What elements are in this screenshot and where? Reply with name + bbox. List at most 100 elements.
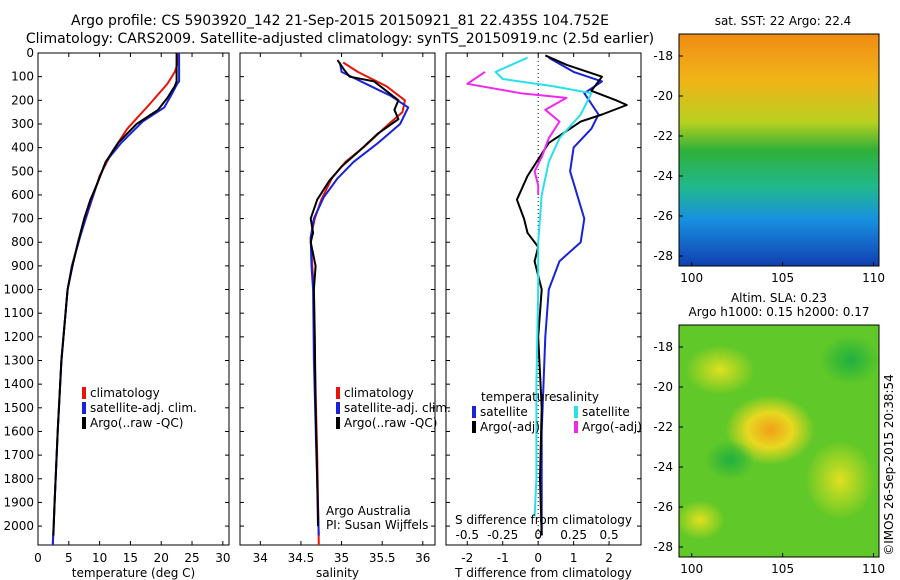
difference-xtick-label: 1 [570,551,578,565]
temperature-series-2 [52,53,178,536]
salinity-series-2 [309,59,400,527]
difference-xtick-label: -2 [461,551,473,565]
sla-warm-anomaly-2 [685,345,755,395]
salinity-xtick-label: 35.5 [369,551,396,565]
diff-legend-label-salinity: satellite [582,405,630,419]
salinity-legend-swatch [336,387,340,399]
sst-map-xtick-label: 105 [771,271,794,285]
sst-map-image [679,34,879,266]
sla-map-ytick-label: -24 [653,460,673,474]
temperature-ytick-label: 1800 [3,472,34,486]
difference-series-3 [466,71,568,195]
sst-map-frame [678,33,880,267]
sla-map-ytick-label: -22 [653,420,673,434]
salinity-xtick-label: 36 [415,551,430,565]
diff-legend-label-temperature: Argo(-adj) [480,420,540,434]
temperature-series-1 [51,53,181,546]
diff-top-label: S difference from climatology [455,513,632,527]
salinity-series-0 [309,61,406,546]
title-line-1: Argo profile: CS 5903920_142 21-Sep-2015… [71,13,609,29]
sla-warm-anomaly-4 [675,500,725,540]
diff-legend-swatch-temperature [472,406,476,418]
sla-map-ytick-label: -28 [653,540,673,554]
temperature-ytick-label: 800 [11,235,34,249]
temperature-legend-swatch [82,387,86,399]
sla-map-ytick-label: -20 [653,380,673,394]
sst-map-panel: sat. SST: 22 Argo: 22.4 [653,14,885,285]
sla-low-anomaly-2 [705,440,755,480]
sla-low-anomaly [820,335,880,385]
sla-map-frame [678,324,880,558]
temperature-ytick-label: 1600 [3,424,34,438]
salinity-axes-frame [239,52,436,546]
sst-map-ytick-label: -28 [653,249,673,263]
difference-series-2 [494,56,593,517]
salinity-legend-swatch [336,417,340,429]
temperature-xtick-label: 20 [154,551,169,565]
temperature-xtick-label: 10 [92,551,107,565]
temperature-series-0 [51,53,179,546]
diff-top-tick-label: 0.5 [600,528,619,542]
temperature-legend-swatch [82,402,86,414]
sla-map-title-2: Argo h1000: 0.15 h2000: 0.17 [689,305,870,319]
difference-axes-frame [445,52,642,546]
diff-top-tick-label: -0.5 [456,528,479,542]
diff-top-tick-label: -0.25 [487,528,518,542]
temperature-legend-label: satellite-adj. clim. [90,401,197,415]
salinity-profile-panel: 34 34.5 35 35.5 36 salinity climatologysatelli… [239,52,451,580]
difference-series-0 [540,56,603,536]
sla-map-panel: Altim. SLA: 0.23 Argo h1000: 0.15 h2000:… [653,291,885,576]
temperature-xtick-label: 25 [184,551,199,565]
temperature-ytick-label: 1900 [3,495,34,509]
temperature-legend-label: Argo(..raw -QC) [90,416,183,430]
salinity-legend-label: climatology [344,386,414,400]
salinity-legend-label: Argo(..raw -QC) [344,416,437,430]
temperature-axes-frame [37,52,230,546]
sla-map-xtick-label: 110 [862,562,885,576]
difference-xtick-label: 2 [605,551,613,565]
temperature-ytick-label: 1100 [3,306,34,320]
temperature-xtick-label: 0 [34,551,42,565]
temperature-ytick-label: 0 [26,46,34,60]
temperature-ytick-label: 100 [11,70,34,84]
difference-profile-panel: -2 -1 0 1 2T difference from climatology temp… [445,52,642,580]
title-line-2: Climatology: CARS2009. Satellite-adjuste… [26,31,654,47]
temperature-xtick-label: 15 [123,551,138,565]
sst-map-title: sat. SST: 22 Argo: 22.4 [715,14,852,28]
temperature-ytick-label: 2000 [3,519,34,533]
sla-map-xtick-label: 100 [680,562,703,576]
difference-series-1 [515,54,628,536]
salinity-xtick-label: 34 [253,551,268,565]
sla-map-ytick-label: -26 [653,500,673,514]
diff-legend-swatch-temperature [472,421,476,433]
temperature-ytick-label: 1700 [3,448,34,462]
temperature-ytick-label: 300 [11,117,34,131]
sla-map-xtick-label: 105 [771,562,794,576]
temperature-ytick-label: 600 [11,188,34,202]
salinity-xtick-label: 34.5 [288,551,315,565]
temperature-legend-swatch [82,417,86,429]
temperature-ytick-label: 1000 [3,283,34,297]
temperature-xtick-label: 30 [215,551,230,565]
salinity-legend-label: satellite-adj. clim. [344,401,451,415]
temperature-ytick-label: 200 [11,93,34,107]
diff-legend-swatch-salinity [574,421,578,433]
temperature-xtick-label: 5 [65,551,73,565]
footer-stamp: ©IMOS 26-Sep-2015 20:38:54 [882,374,896,556]
sst-map-xtick-label: 110 [862,271,885,285]
diff-top-tick-label: 0.25 [560,528,587,542]
sst-map-ytick-label: -22 [653,129,673,143]
diff-legend-title-salinity: salinity [556,390,599,404]
salinity-series-1 [309,62,410,536]
temperature-ytick-label: 400 [11,141,34,155]
salinity-annotation: PI: Susan Wijffels [326,518,428,532]
diff-legend-title-temperature: temperature [481,390,556,404]
sst-map-xtick-label: 100 [680,271,703,285]
sst-map-ytick-label: -24 [653,169,673,183]
temperature-ytick-label: 1400 [3,377,34,391]
sla-warm-anomaly-3 [805,440,875,520]
diff-legend-label-salinity: Argo(-adj) [582,420,642,434]
temperature-ytick-label: 1500 [3,401,34,415]
sst-map-ytick-label: -26 [653,209,673,223]
